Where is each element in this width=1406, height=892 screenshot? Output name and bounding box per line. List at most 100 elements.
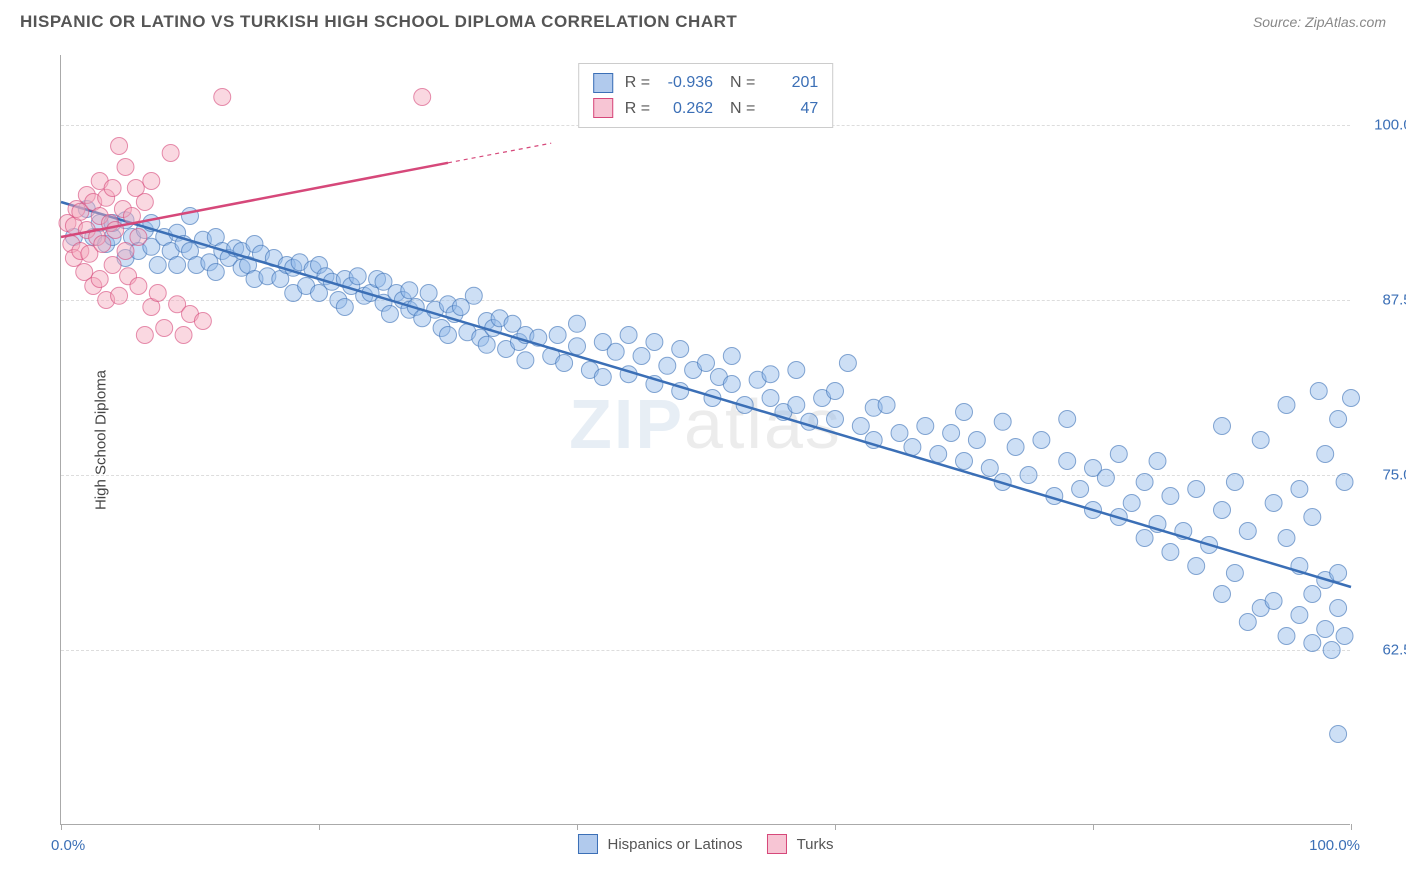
swatch-icon	[593, 98, 613, 118]
swatch-icon	[767, 834, 787, 854]
data-point	[104, 257, 121, 274]
data-point	[1291, 607, 1308, 624]
data-point	[594, 369, 611, 386]
data-point	[1278, 530, 1295, 547]
data-point	[1278, 397, 1295, 414]
y-tick-label: 87.5%	[1382, 292, 1406, 309]
data-point	[136, 194, 153, 211]
x-tick	[1093, 824, 1094, 830]
data-point	[1336, 628, 1353, 645]
data-point	[111, 138, 128, 155]
data-point	[646, 334, 663, 351]
data-point	[956, 404, 973, 421]
data-point	[1226, 565, 1243, 582]
source-credit: Source: ZipAtlas.com	[1253, 14, 1386, 30]
data-point	[839, 355, 856, 372]
data-point	[1330, 411, 1347, 428]
data-point	[175, 327, 192, 344]
data-point	[762, 390, 779, 407]
data-point	[943, 425, 960, 442]
data-point	[214, 89, 231, 106]
data-point	[556, 355, 573, 372]
legend-item-blue: Hispanics or Latinos	[577, 834, 742, 854]
data-point	[517, 352, 534, 369]
x-tick	[61, 824, 62, 830]
data-point	[1304, 509, 1321, 526]
data-point	[194, 313, 211, 330]
swatch-icon	[593, 73, 613, 93]
data-point	[117, 243, 134, 260]
data-point	[1214, 418, 1231, 435]
trend-line-dashed	[448, 143, 551, 163]
data-point	[1162, 488, 1179, 505]
data-point	[1265, 593, 1282, 610]
data-point	[1188, 558, 1205, 575]
stats-r-value: 0.262	[658, 96, 713, 122]
data-point	[94, 236, 111, 253]
data-point	[1323, 642, 1340, 659]
data-point	[143, 173, 160, 190]
data-point	[1330, 600, 1347, 617]
data-point	[607, 343, 624, 360]
data-point	[156, 320, 173, 337]
data-point	[827, 383, 844, 400]
data-point	[633, 348, 650, 365]
trend-line	[61, 163, 448, 237]
data-point	[1059, 453, 1076, 470]
data-point	[672, 341, 689, 358]
data-point	[1007, 439, 1024, 456]
stats-n-value: 201	[763, 70, 818, 96]
data-point	[1188, 481, 1205, 498]
data-point	[465, 287, 482, 304]
plot-area: High School Diploma 62.5%75.0%87.5%100.0…	[60, 55, 1350, 825]
data-point	[968, 432, 985, 449]
data-point	[381, 306, 398, 323]
data-point	[104, 180, 121, 197]
data-point	[1033, 432, 1050, 449]
data-point	[1291, 481, 1308, 498]
data-point	[420, 285, 437, 302]
data-point	[659, 357, 676, 374]
data-point	[1317, 621, 1334, 638]
data-point	[1136, 474, 1153, 491]
data-point	[1059, 411, 1076, 428]
data-point	[956, 453, 973, 470]
data-point	[1317, 446, 1334, 463]
data-point	[1214, 586, 1231, 603]
stats-r-label: R =	[625, 70, 650, 96]
data-point	[336, 299, 353, 316]
data-point	[207, 264, 224, 281]
data-point	[107, 222, 124, 239]
legend-item-pink: Turks	[767, 834, 834, 854]
data-point	[440, 327, 457, 344]
data-point	[117, 159, 134, 176]
data-point	[878, 397, 895, 414]
data-point	[1097, 469, 1114, 486]
data-point	[723, 348, 740, 365]
data-point	[891, 425, 908, 442]
data-point	[1304, 586, 1321, 603]
data-point	[549, 327, 566, 344]
data-point	[723, 376, 740, 393]
data-point	[1265, 495, 1282, 512]
data-point	[917, 418, 934, 435]
data-point	[620, 327, 637, 344]
stats-row-blue: R = -0.936 N = 201	[593, 70, 819, 96]
stats-n-label: N =	[721, 96, 755, 122]
data-point	[401, 282, 418, 299]
data-point	[1072, 481, 1089, 498]
data-point	[130, 229, 147, 246]
legend-label: Hispanics or Latinos	[607, 836, 742, 853]
stats-r-label: R =	[625, 96, 650, 122]
data-point	[1110, 446, 1127, 463]
data-point	[1239, 523, 1256, 540]
data-point	[1278, 628, 1295, 645]
scatter-svg	[61, 55, 1350, 824]
chart-title: HISPANIC OR LATINO VS TURKISH HIGH SCHOO…	[20, 12, 737, 32]
data-point	[91, 271, 108, 288]
data-point	[569, 338, 586, 355]
data-point	[569, 315, 586, 332]
data-point	[981, 460, 998, 477]
data-point	[904, 439, 921, 456]
data-point	[852, 418, 869, 435]
